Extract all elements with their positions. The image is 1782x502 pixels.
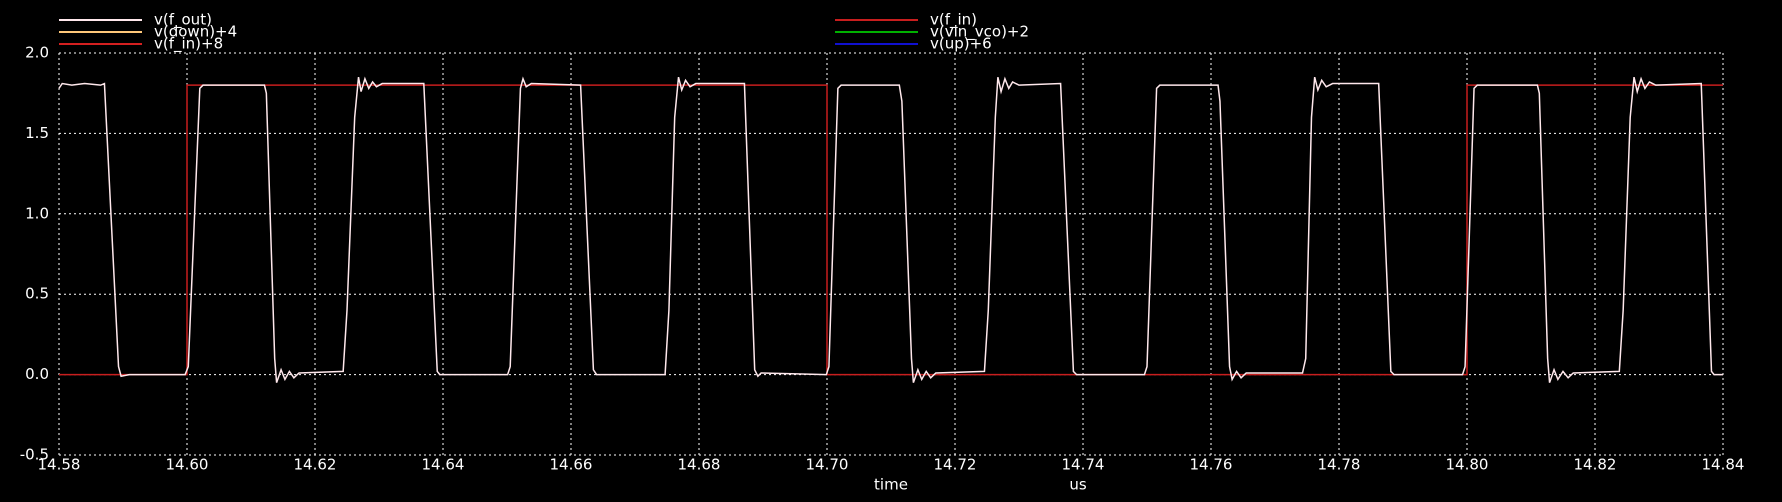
x-tick-label: 14.72 (934, 456, 977, 474)
legend-label: v(f_in) (930, 11, 977, 30)
x-tick-label: 14.68 (678, 456, 721, 474)
legend-label: v(f_out) (154, 11, 212, 30)
y-tick-label: 0.0 (25, 365, 49, 383)
x-tick-label: 14.60 (166, 456, 209, 474)
x-tick-label: 14.66 (550, 456, 593, 474)
x-tick-label: 14.62 (294, 456, 337, 474)
x-tick-label: 14.70 (806, 456, 849, 474)
x-tick-label: 14.64 (422, 456, 465, 474)
x-tick-label: 14.84 (1702, 456, 1745, 474)
series-line (59, 84, 1723, 376)
legend-label: v(down)+4 (154, 23, 237, 41)
x-tick-label: 14.78 (1318, 456, 1361, 474)
x-tick-label: 14.80 (1446, 456, 1489, 474)
legend-label: v(up)+6 (930, 35, 992, 53)
x-axis-label: time (874, 476, 908, 494)
x-tick-label: 14.82 (1574, 456, 1617, 474)
y-tick-label: -0.5 (20, 446, 49, 464)
legend-label: v(f_in)+8 (154, 35, 223, 54)
series-line (58, 76, 1723, 383)
legend-label: v(vin_vco)+2 (930, 23, 1029, 42)
x-axis-unit: us (1069, 476, 1087, 494)
y-tick-label: 1.0 (25, 204, 49, 222)
y-tick-label: 0.5 (25, 285, 49, 303)
y-tick-label: 2.0 (25, 44, 49, 62)
y-tick-label: 1.5 (25, 124, 49, 142)
x-tick-label: 14.58 (38, 456, 81, 474)
x-tick-label: 14.74 (1062, 456, 1105, 474)
x-tick-label: 14.76 (1190, 456, 1233, 474)
